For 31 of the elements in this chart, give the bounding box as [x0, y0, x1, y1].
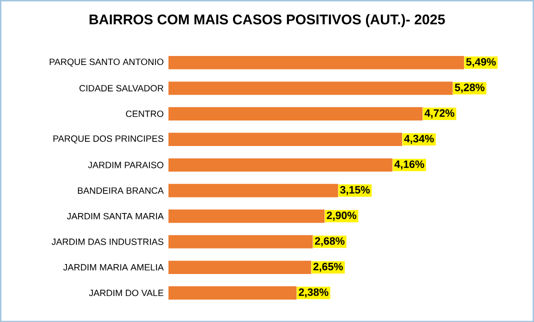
data-label: 2,68%: [314, 237, 345, 246]
data-label: 3,15%: [340, 186, 370, 195]
bar: [168, 158, 392, 172]
y-tick-label: BANDEIRA BRANCA: [78, 187, 164, 194]
bar: [168, 260, 312, 274]
data-label: 2,38%: [298, 288, 328, 298]
bar: [168, 209, 325, 223]
bar: [168, 234, 313, 248]
data-label: 5,28%: [454, 84, 484, 93]
data-label: 2,90%: [326, 212, 356, 221]
data-label: 4,34%: [404, 134, 434, 144]
data-label: 5,49%: [466, 58, 496, 68]
bar: [168, 184, 338, 198]
y-tick-label: PARQUE DOS PRINCIPES: [53, 135, 164, 144]
y-tick-label: JARDIM MARIA AMELIA: [63, 264, 164, 270]
y-tick-label: JARDIM PARAISO: [88, 162, 164, 168]
y-tick-label: JARDIM SANTA MARIA: [66, 212, 164, 220]
data-label: 4,72%: [424, 109, 454, 118]
data-label: 4,16%: [394, 160, 424, 170]
bar: [168, 81, 453, 95]
data-label: 2,65%: [313, 262, 343, 272]
bar: [168, 132, 402, 146]
bar: [168, 56, 464, 70]
y-tick-label: JARDIM DO VALE: [89, 290, 164, 296]
chart-title: BAIRROS COM MAIS CASOS POSITIVOS (AUT.)- 2025: [90, 14, 445, 28]
y-tick-label: PARQUE SANTO ANTONIO: [50, 58, 164, 67]
y-tick-label: CENTRO: [126, 110, 164, 117]
y-tick-label: CIDADE SALVADOR: [80, 84, 164, 92]
y-tick-label: JARDIM DAS INDUSTRIAS: [52, 238, 164, 245]
bar: [168, 286, 297, 300]
bar: [168, 107, 423, 120]
